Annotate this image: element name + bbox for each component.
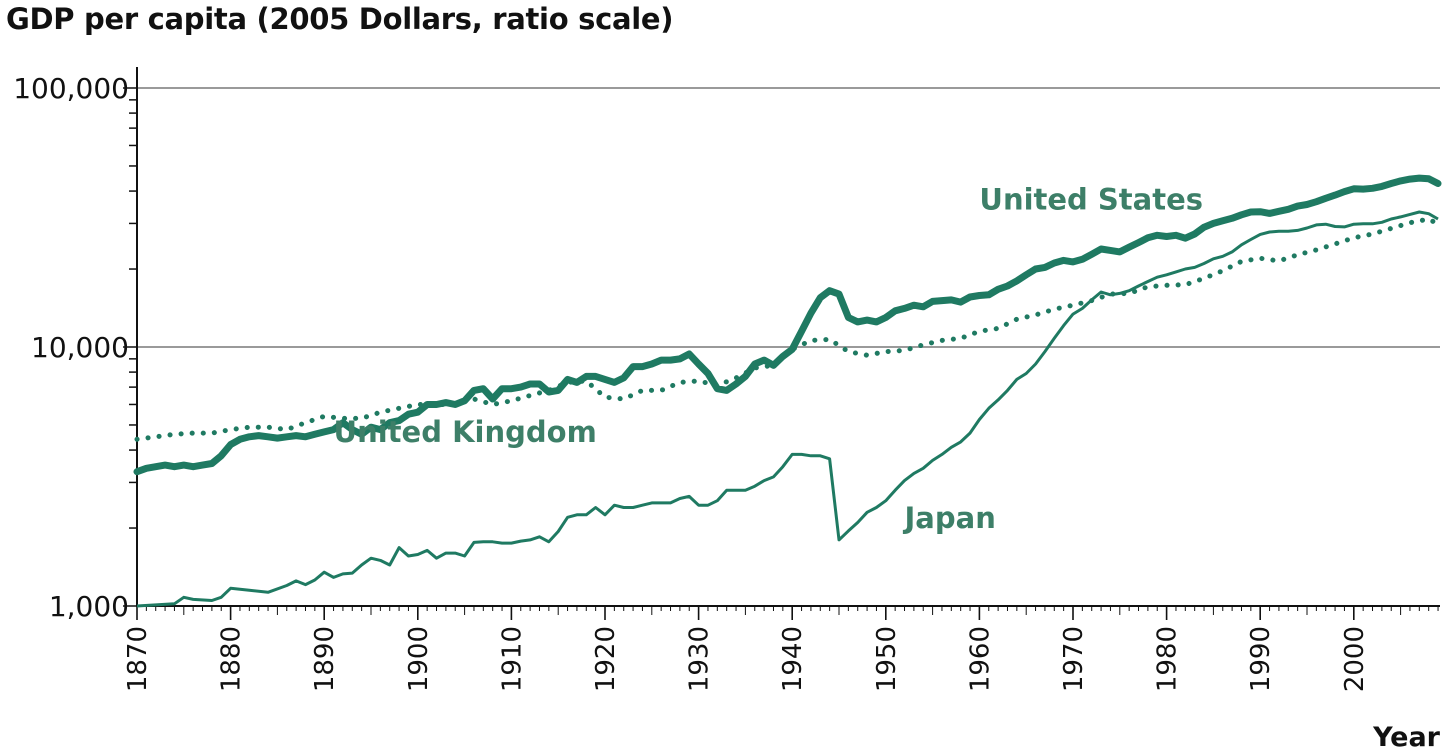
- axes: 1,000 10,000 100,000 1870 1880 1890 1900 1910 19…: [13, 67, 1441, 753]
- x-tick-label: 1910: [497, 626, 527, 692]
- x-tick-label: 1890: [310, 626, 340, 692]
- chart-title: GDP per capita (2005 Dollars, ratio scal…: [6, 2, 674, 36]
- x-tick-label: 1880: [217, 626, 247, 692]
- x-tick-label: 1900: [404, 626, 434, 692]
- series-labels: United States United Kingdom Japan: [334, 182, 1203, 535]
- series-label-united-kingdom: United Kingdom: [334, 415, 597, 449]
- x-tick-label: 1940: [778, 626, 808, 692]
- x-tick-label: 1930: [685, 626, 715, 692]
- series-label-japan: Japan: [903, 501, 996, 535]
- gridlines: [137, 87, 1440, 348]
- x-tick-label: 1960: [965, 626, 995, 692]
- series-line-united-states: [133, 174, 1442, 476]
- x-tick-label: 1980: [1153, 626, 1183, 692]
- series-line-japan: [136, 210, 1439, 608]
- x-axis-label: Year: [1372, 722, 1441, 753]
- series-line-united-kingdom: [134, 216, 1441, 442]
- series-label-united-states: United States: [979, 182, 1203, 216]
- x-tick-label: 2000: [1340, 626, 1370, 692]
- x-tick-label: 1920: [591, 626, 621, 692]
- x-tick-label: 1950: [872, 626, 902, 692]
- series-lines: [133, 174, 1442, 608]
- x-tick-label: 1990: [1246, 626, 1276, 692]
- x-tick-label: 1970: [1059, 626, 1089, 692]
- x-tick-label: 1870: [123, 626, 153, 692]
- y-tick-label: 1,000: [49, 590, 129, 623]
- y-tick-label: 10,000: [31, 331, 129, 364]
- y-tick-label: 100,000: [13, 72, 129, 105]
